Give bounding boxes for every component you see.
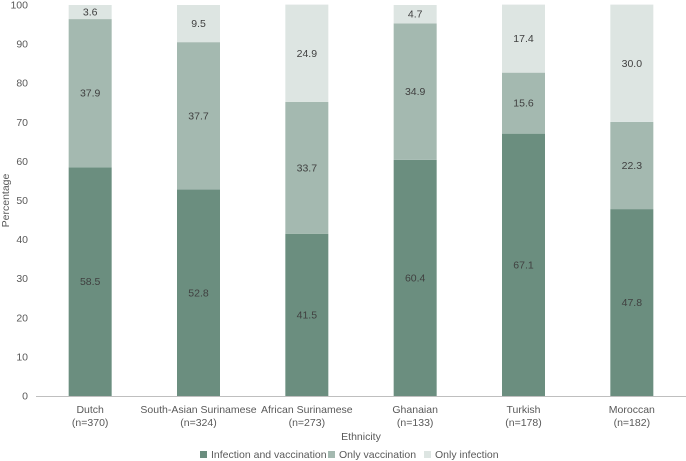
data-label: 30.0 [622, 58, 643, 70]
bar-segment-2 [502, 72, 545, 134]
data-label: 3.6 [83, 7, 98, 19]
bar-segment-3 [502, 4, 545, 73]
data-label: 67.1 [513, 259, 534, 271]
y-tick-label: 10 [16, 351, 28, 363]
x-axis-labels: Dutch(n=370) South-Asian Surinamese(n=324… [72, 404, 655, 429]
y-tick-label: 100 [10, 0, 28, 12]
y-axis-title: Percentage [0, 173, 12, 227]
bar-segment-3 [177, 5, 220, 43]
x-category-label: Ghanaian [392, 404, 438, 416]
bar-segment-1 [177, 189, 220, 396]
bar-segment-3 [610, 4, 654, 122]
bars: 58.5 37.9 3.6 52.8 37.7 9.5 41.5 33.7 24.9 60.4 34… [68, 4, 654, 396]
x-category-count: (n=178) [505, 417, 541, 429]
legend-swatch [424, 451, 431, 458]
data-label: 37.9 [80, 88, 101, 100]
legend-label: Only vaccination [339, 449, 416, 461]
bar-segment-1 [285, 233, 329, 396]
bar-segment-3 [68, 5, 112, 20]
data-label: 17.4 [513, 33, 534, 45]
bar-segment-2 [610, 121, 654, 210]
bar-segment-2 [68, 19, 112, 168]
x-category-count: (n=133) [397, 417, 433, 429]
bar-segment-2 [393, 23, 437, 160]
y-tick-label: 0 [22, 391, 28, 403]
legend-label: Infection and vaccination [211, 449, 327, 461]
y-tick-label: 60 [16, 156, 28, 168]
bar-segment-2 [285, 101, 329, 234]
x-category-count: (n=273) [289, 417, 325, 429]
x-category-label: South-Asian Surinamese [140, 404, 256, 416]
bar-segment-1 [68, 167, 112, 396]
data-label: 15.6 [513, 98, 534, 110]
legend-swatch [328, 451, 335, 458]
bar-segment-1 [393, 159, 437, 396]
bar-segment-2 [177, 42, 220, 190]
y-tick-label: 70 [16, 117, 28, 129]
y-tick-label: 90 [16, 39, 28, 51]
data-label: 41.5 [297, 309, 318, 321]
legend-swatch [200, 451, 207, 458]
y-tick-label: 20 [16, 312, 28, 324]
x-category-count: (n=182) [614, 417, 650, 429]
bar-segment-1 [610, 209, 654, 396]
x-category-label: Moroccan [609, 404, 655, 416]
data-label: 4.7 [408, 9, 423, 21]
x-category-count: (n=324) [180, 417, 216, 429]
data-label: 47.8 [622, 297, 643, 309]
data-label: 58.5 [80, 276, 101, 288]
bar-segment-3 [393, 5, 437, 24]
data-label: 9.5 [191, 18, 206, 30]
x-axis-title: Ethnicity [341, 431, 381, 443]
legend: Infection and vaccination Only vaccinatio… [200, 449, 499, 461]
x-category-count: (n=370) [72, 417, 108, 429]
x-category-label: Dutch [76, 404, 104, 416]
y-tick-label: 50 [16, 195, 28, 207]
bar-segment-3 [285, 4, 329, 102]
x-category-label: Turkish [506, 404, 540, 416]
y-tick-label: 40 [16, 234, 28, 246]
data-label: 33.7 [297, 162, 318, 174]
data-label: 24.9 [297, 48, 318, 60]
y-axis: 0 10 20 30 40 50 60 70 80 90 100 [10, 0, 28, 403]
y-tick-label: 80 [16, 78, 28, 90]
legend-label: Only infection [435, 449, 499, 461]
data-label: 52.8 [188, 287, 209, 299]
x-category-label: African Surinamese [261, 404, 353, 416]
bar-segment-1 [502, 133, 545, 396]
data-label: 60.4 [405, 272, 426, 284]
data-label: 34.9 [405, 86, 426, 98]
data-label: 22.3 [622, 160, 643, 172]
y-tick-label: 30 [16, 273, 28, 285]
data-label: 37.7 [188, 110, 209, 122]
